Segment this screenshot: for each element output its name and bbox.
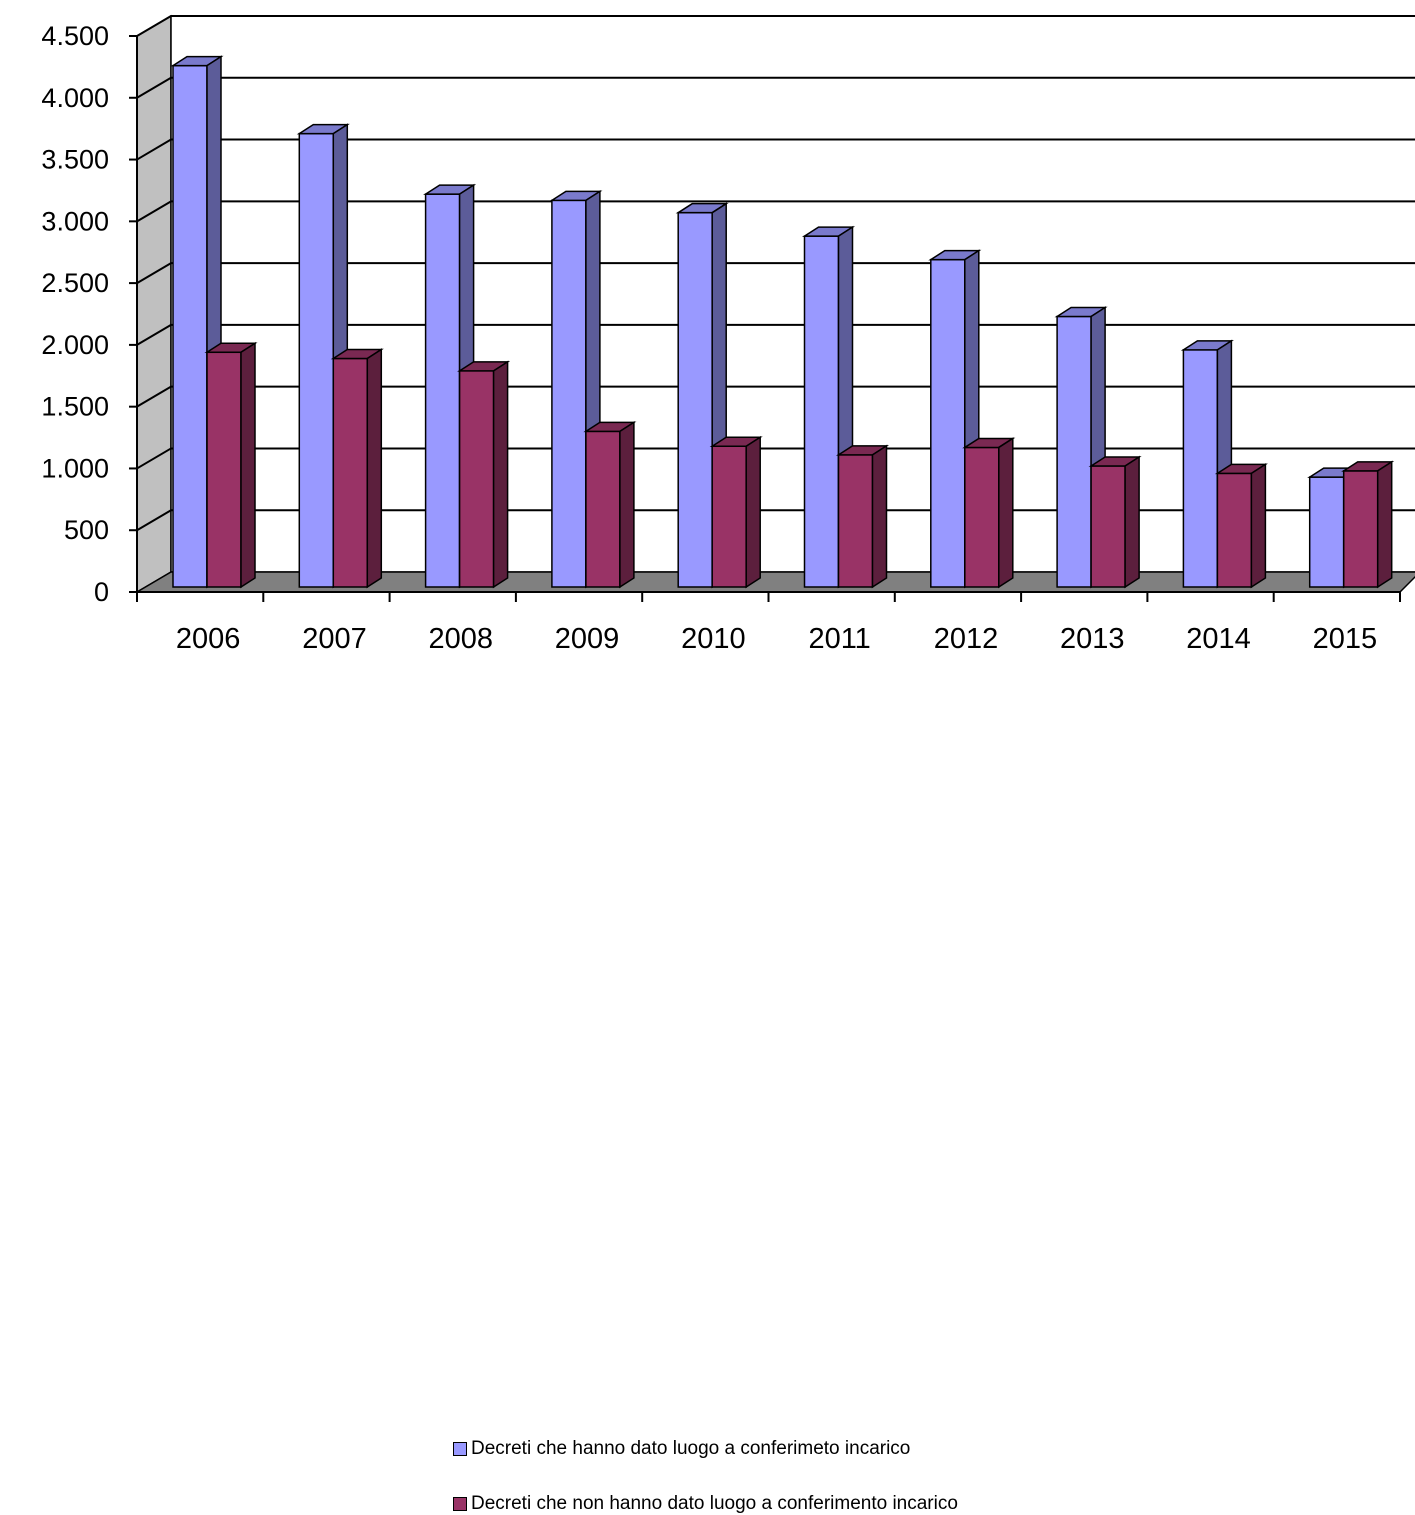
- bar-2010-non-conferiti: [711, 445, 747, 588]
- bar-2014-non-conferiti: [1216, 472, 1253, 588]
- x-tick-label: 2011: [808, 623, 870, 655]
- x-tick-label: 2010: [681, 623, 746, 655]
- bar-2007-conferiti: [298, 132, 335, 588]
- y-tick-label: 3.000: [41, 206, 109, 236]
- y-tick-label: 500: [64, 515, 109, 545]
- bar-2010-non-conferiti-side: [745, 435, 761, 589]
- bar-2013-conferiti: [1056, 315, 1092, 588]
- gridline: [136, 262, 1415, 284]
- legend-entry-non-conferiti: Decreti che non hanno dato luogo a confe…: [453, 1493, 958, 1515]
- legend-label-conferiti: Decreti che hanno dato luogo a conferime…: [471, 1438, 911, 1459]
- x-tick-label: 2009: [555, 623, 620, 655]
- bar-2008-conferiti: [424, 193, 461, 588]
- bar-chart-svg: 0 500 1.000 1.500 2.000 2.500 3.000 3.500 4.000 4…: [41, 14, 1415, 655]
- bar-2009-conferiti: [551, 199, 587, 588]
- bar-2015-non-conferiti-side: [1376, 460, 1393, 589]
- bar-2009-non-conferiti: [585, 430, 621, 588]
- legend-entry-conferiti: Decreti che hanno dato luogo a conferime…: [453, 1438, 910, 1460]
- bar-2006-non-conferiti-side: [240, 341, 256, 589]
- gridline: [136, 200, 1415, 223]
- bar-2015-non-conferiti: [1342, 470, 1379, 588]
- bar-2012-non-conferiti-side: [998, 437, 1014, 589]
- x-tick-label: 2012: [934, 623, 999, 655]
- y-tick-label: 1.000: [41, 453, 109, 483]
- bar-2012-non-conferiti: [964, 446, 1000, 588]
- y-tick-label: 2.000: [41, 330, 109, 360]
- bar-2013-non-conferiti: [1090, 465, 1126, 588]
- y-tick-label: 4.000: [41, 83, 109, 113]
- bar-2013-non-conferiti-side: [1124, 455, 1140, 589]
- bar-2006-non-conferiti: [206, 351, 242, 588]
- bar-2012-conferiti: [930, 258, 966, 588]
- bar-2010-conferiti: [677, 211, 713, 588]
- gridline: [136, 15, 1415, 37]
- bar-2011-non-conferiti-side: [871, 444, 888, 589]
- x-tick-label: 2007: [302, 623, 367, 655]
- gridline: [136, 138, 1415, 161]
- legend-label-non-conferiti: Decreti che non hanno dato luogo a confe…: [471, 1493, 958, 1514]
- x-tick-label: 2015: [1313, 623, 1378, 655]
- bar-2006-conferiti: [172, 64, 208, 588]
- legend-swatch-conferiti: [453, 1442, 467, 1456]
- gridline: [136, 76, 1415, 99]
- y-tick-label: 1.500: [41, 392, 109, 422]
- x-tick-label: 2008: [428, 623, 493, 655]
- y-tick-label: 3.500: [41, 145, 109, 175]
- y-tick-label: 2.500: [41, 268, 109, 298]
- bar-2014-non-conferiti-side: [1250, 463, 1267, 589]
- bar-2011-non-conferiti: [837, 454, 874, 588]
- y-tick-label: 0: [94, 577, 109, 607]
- chart: 0 500 1.000 1.500 2.000 2.500 3.000 3.500 4.000 4…: [41, 14, 1415, 1514]
- legend-swatch-non-conferiti: [453, 1497, 467, 1511]
- gridline: [136, 323, 1415, 346]
- bar-2008-non-conferiti-side: [492, 360, 509, 589]
- bar-2008-non-conferiti: [458, 370, 495, 588]
- y-tick-label: 4.500: [41, 21, 109, 51]
- bar-2007-non-conferiti-side: [366, 348, 383, 589]
- bar-2011-conferiti: [803, 235, 840, 588]
- x-tick-label: 2014: [1186, 623, 1251, 655]
- bar-2009-non-conferiti-side: [619, 421, 635, 589]
- bar-2007-non-conferiti: [332, 357, 369, 588]
- x-tick-label: 2013: [1060, 623, 1125, 655]
- x-tick-label: 2006: [176, 623, 241, 655]
- bar-2015-conferiti: [1308, 476, 1345, 588]
- gridline: [136, 385, 1415, 408]
- bar-2014-conferiti: [1182, 349, 1219, 588]
- side-wall: [136, 14, 172, 594]
